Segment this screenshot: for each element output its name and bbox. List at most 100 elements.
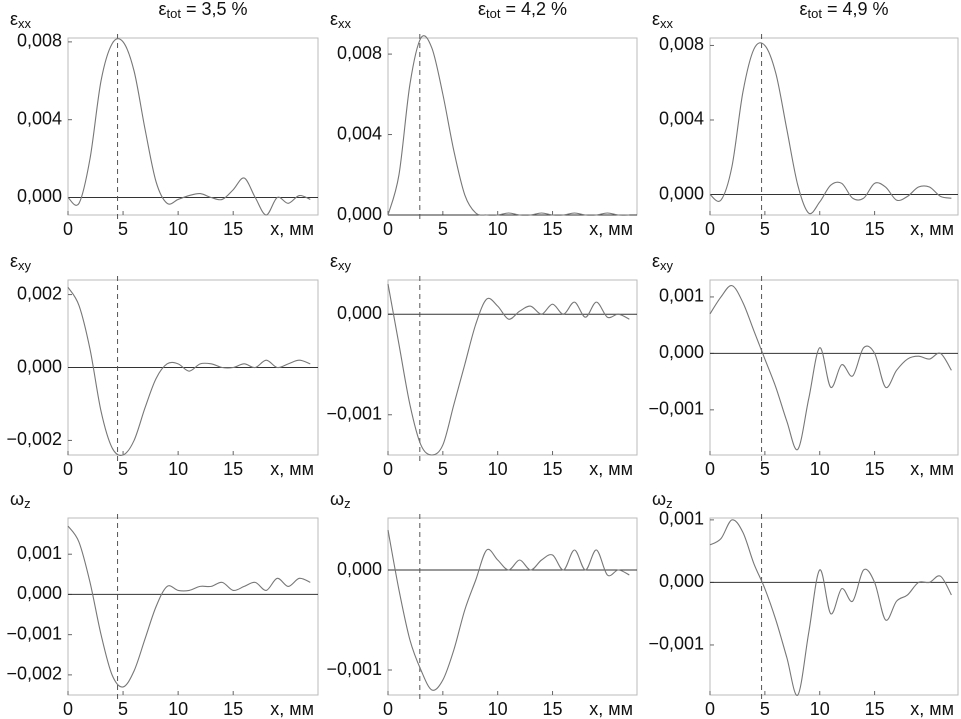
x-tick-label: 15 (223, 699, 243, 719)
y-tick-label: 0,000 (17, 356, 62, 376)
data-line (709, 285, 952, 451)
data-line (387, 35, 630, 216)
x-tick-label: 0 (383, 699, 393, 719)
y-tick-label: −0,001 (326, 659, 382, 679)
x-tick-label: 5 (438, 699, 448, 719)
y-axis-label-sub: xy (338, 258, 352, 273)
y-tick-label: 0,004 (659, 109, 704, 129)
x-axis-label: x, мм (589, 459, 633, 479)
x-axis-label: x, мм (270, 699, 314, 719)
data-line (387, 529, 630, 691)
plot-frame (709, 279, 959, 456)
panel: −0,001 0,000 0,001 0 5 10 15 x, мм εxy (648, 251, 959, 479)
x-tick-label: 10 (488, 459, 508, 479)
x-axis-label: x, мм (270, 219, 314, 239)
y-tick-label: −0,001 (326, 404, 382, 424)
title-symbol: ε (158, 0, 166, 19)
y-tick-label: 0,000 (337, 204, 382, 224)
x-tick-label: 10 (810, 699, 830, 719)
x-tick-label: 15 (543, 459, 563, 479)
plot-frame (387, 279, 638, 456)
y-tick-label: 0,000 (17, 186, 62, 206)
x-tick-label: 5 (760, 699, 770, 719)
y-axis-label: εxy (330, 251, 352, 274)
x-tick-label: 5 (118, 459, 128, 479)
title-sub: tot (808, 6, 823, 21)
title-symbol: ε (799, 0, 807, 19)
title-text: = 3,5 % (181, 0, 248, 19)
x-tick-label: 0 (63, 459, 73, 479)
plot-frame (709, 517, 959, 696)
x-tick-label: 5 (438, 459, 448, 479)
x-tick-label: 5 (438, 219, 448, 239)
x-tick-label: 5 (118, 699, 128, 719)
data-line (709, 519, 952, 696)
y-axis-label-symbol: ε (10, 9, 18, 29)
y-axis-label-symbol: ω (652, 489, 666, 509)
y-tick-label: −0,002 (6, 429, 62, 449)
y-tick-label: 0,008 (659, 34, 704, 54)
y-tick-label: −0,001 (648, 634, 704, 654)
y-tick-label: 0,000 (337, 559, 382, 579)
x-tick-label: 15 (223, 459, 243, 479)
plot-frame (67, 37, 319, 216)
y-tick-label: 0,008 (337, 43, 382, 63)
x-tick-label: 15 (543, 219, 563, 239)
y-axis-label: εxy (652, 251, 674, 274)
y-axis-label-sub: xy (660, 258, 674, 273)
y-tick-label: 0,004 (17, 108, 62, 128)
y-tick-label: 0,002 (17, 283, 62, 303)
y-axis-label: ωz (330, 489, 351, 512)
x-tick-label: 10 (810, 459, 830, 479)
y-tick-label: 0,004 (337, 123, 382, 143)
y-axis-label-sub: xx (338, 16, 352, 31)
y-axis-label-sub: xy (18, 258, 32, 273)
data-line (67, 525, 311, 688)
y-axis-label: εxx (330, 9, 352, 32)
title-sub: tot (486, 6, 501, 21)
x-tick-label: 0 (383, 219, 393, 239)
y-axis-label-sub: z (666, 496, 673, 511)
y-axis-label-sub: z (344, 496, 351, 511)
x-tick-label: 0 (383, 459, 393, 479)
y-axis-label-symbol: ε (652, 9, 660, 29)
x-axis-label: x, мм (270, 459, 314, 479)
x-tick-label: 10 (488, 699, 508, 719)
x-axis-label: x, мм (910, 699, 954, 719)
data-line (387, 283, 630, 456)
title-text: = 4,2 % (500, 0, 567, 19)
y-axis-label: εxx (10, 9, 32, 32)
plot-frame (387, 37, 638, 216)
title-text: = 4,9 % (822, 0, 889, 19)
plot-frame (67, 517, 319, 696)
plot-frame (709, 37, 959, 216)
x-axis-label: x, мм (589, 699, 633, 719)
y-axis-label-symbol: ε (652, 251, 660, 271)
chart-title: εtot = 4,2 % (478, 0, 567, 21)
x-tick-label: 0 (63, 699, 73, 719)
y-axis-label: ωz (10, 489, 31, 512)
y-axis-label-sub: xx (18, 16, 32, 31)
x-tick-label: 0 (705, 219, 715, 239)
x-tick-label: 5 (760, 459, 770, 479)
x-tick-label: 10 (488, 219, 508, 239)
y-axis-label-symbol: ε (330, 251, 338, 271)
y-tick-label: 0,008 (17, 31, 62, 51)
panel: −0,002 0,000 0,002 0 5 10 15 x, мм εxy (6, 251, 319, 479)
y-tick-label: 0,000 (17, 583, 62, 603)
y-axis-label: εxy (10, 251, 32, 274)
y-tick-label: 0,000 (659, 342, 704, 362)
x-tick-label: 0 (705, 699, 715, 719)
panel: −0,001 0,000 0 5 10 15 x, мм ωz (326, 489, 638, 719)
y-tick-label: 0,001 (659, 509, 704, 529)
x-tick-label: 15 (223, 219, 243, 239)
y-tick-label: 0,001 (17, 543, 62, 563)
x-tick-label: 15 (865, 699, 885, 719)
y-tick-label: 0,000 (659, 571, 704, 591)
x-tick-label: 10 (168, 459, 188, 479)
chart-title: εtot = 3,5 % (158, 0, 247, 21)
x-tick-label: 5 (118, 219, 128, 239)
x-tick-label: 10 (810, 219, 830, 239)
